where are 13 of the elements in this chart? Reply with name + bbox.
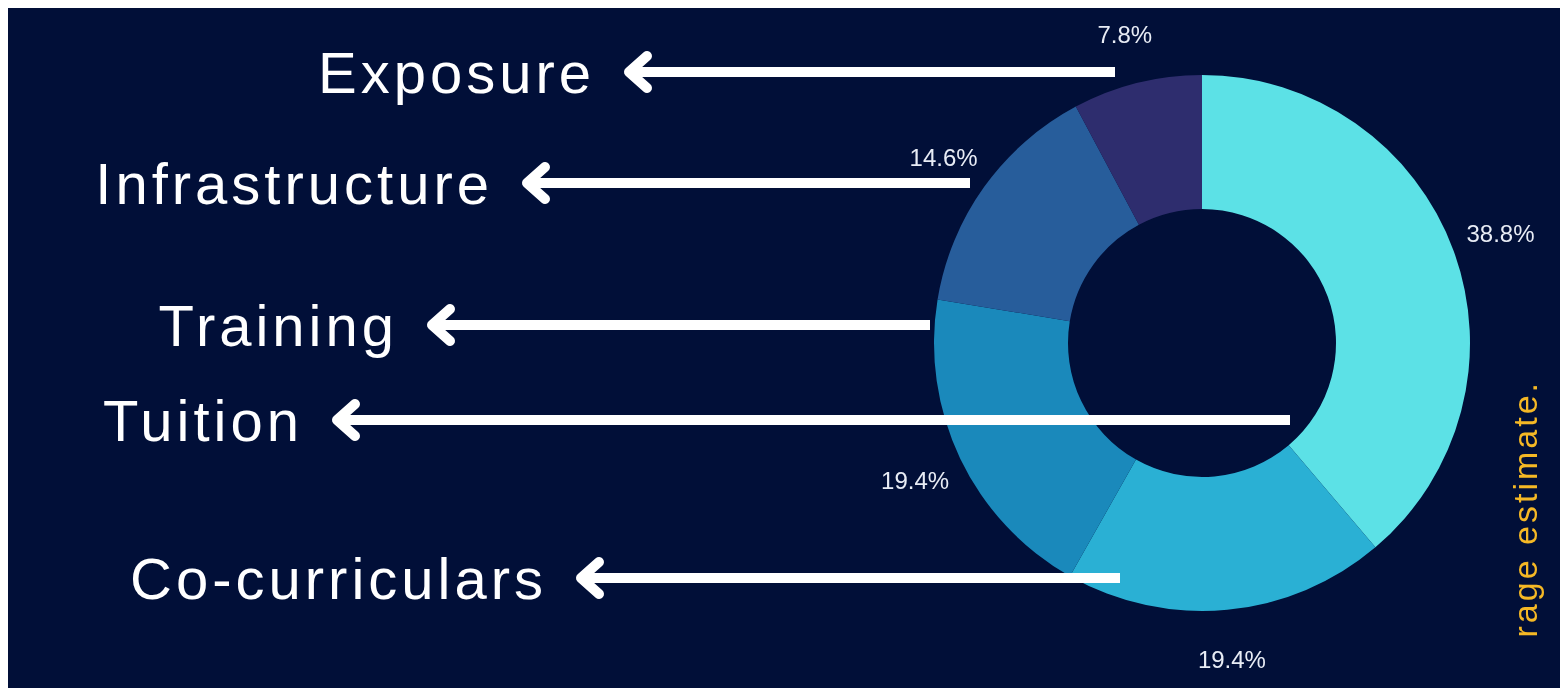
data-label: 14.6% (909, 144, 978, 172)
slice-label: Infrastructure (95, 150, 493, 216)
donut-slice (1069, 445, 1376, 611)
slice-label: Tuition (103, 387, 303, 453)
data-label: 38.8% (1466, 219, 1535, 247)
text: rage estimate. (1506, 380, 1544, 638)
slice-label: Training (158, 292, 398, 358)
slice-label: Exposure (317, 39, 595, 105)
data-label: 19.4% (881, 466, 950, 494)
data-label: 19.4% (1197, 646, 1266, 674)
donut-slice (1075, 75, 1202, 225)
data-label: 7.8% (1097, 21, 1153, 48)
slice-label: Co-curriculars (130, 545, 547, 611)
